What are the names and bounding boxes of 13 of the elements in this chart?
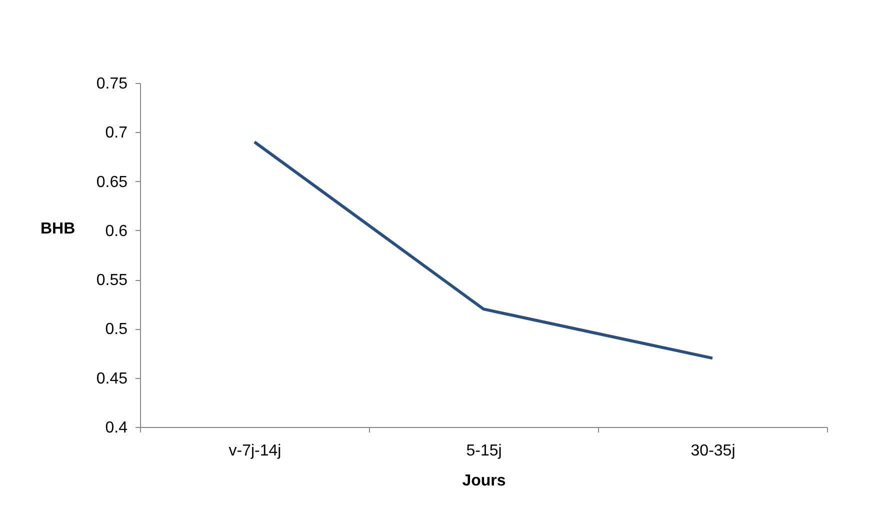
x-tick-label: 5-15j [466, 442, 502, 460]
y-axis-title: BHB [40, 220, 76, 238]
y-tick-label: 0.45 [96, 370, 128, 388]
x-tick-label: v-7j-14j [228, 442, 282, 460]
y-tick-label: 0.75 [96, 76, 128, 92]
y-tick-label: 0.65 [96, 174, 128, 191]
y-tick-label: 0.6 [105, 222, 128, 240]
y-tick-label: 0.7 [105, 124, 128, 142]
y-tick-label: 0.4 [105, 420, 128, 436]
y-tick-label: 0.5 [105, 321, 128, 338]
y-tick-label: 0.55 [96, 272, 128, 290]
x-tick-label: 30-35j [690, 442, 736, 460]
x-axis-title: Jours [462, 472, 506, 490]
